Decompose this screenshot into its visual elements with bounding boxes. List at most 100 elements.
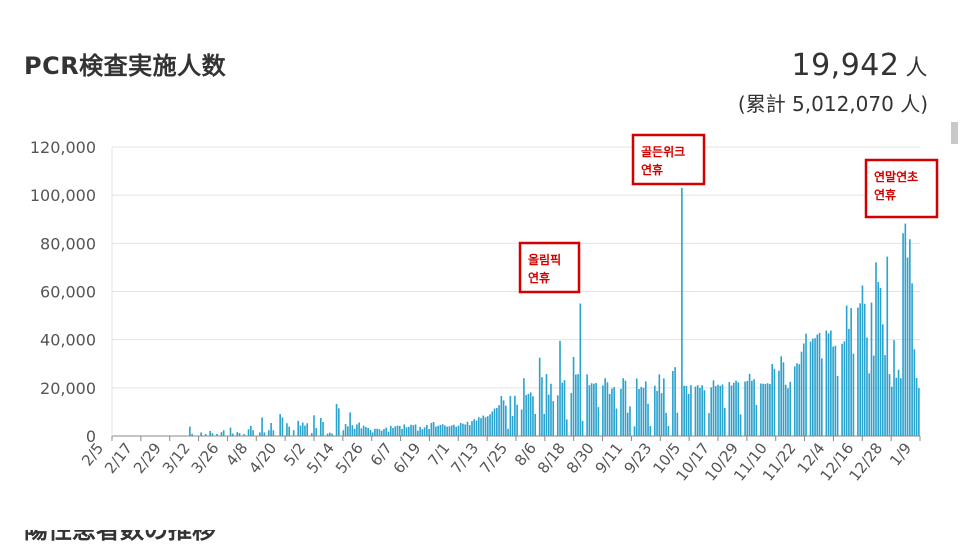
- bar: [550, 383, 552, 436]
- bar: [423, 427, 426, 436]
- bar: [342, 430, 345, 436]
- bar: [477, 417, 480, 436]
- bar: [268, 430, 270, 436]
- bar: [520, 409, 523, 436]
- bar: [331, 433, 333, 436]
- bar: [281, 417, 284, 436]
- scrollbar-track[interactable]: [948, 0, 960, 540]
- bar: [714, 386, 717, 436]
- bar: [392, 428, 394, 436]
- bar: [746, 380, 749, 436]
- bar: [360, 428, 363, 436]
- bar: [915, 377, 918, 436]
- bar: [496, 408, 498, 436]
- bar: [879, 287, 882, 436]
- bar: [717, 384, 719, 436]
- bar: [893, 340, 895, 436]
- bar: [843, 341, 846, 436]
- bar: [701, 385, 704, 436]
- bar: [236, 432, 239, 436]
- bar: [383, 429, 385, 436]
- bar: [613, 387, 615, 436]
- bar: [191, 433, 193, 436]
- y-tick-label: 0: [86, 427, 96, 446]
- bar: [502, 400, 505, 436]
- bar: [606, 382, 609, 436]
- bar: [220, 432, 223, 436]
- x-tick-label: 3/26: [188, 439, 223, 477]
- annotation-box: [864, 158, 939, 219]
- bar: [541, 377, 543, 436]
- bar: [834, 345, 837, 436]
- bar: [243, 434, 245, 436]
- x-tick-label: 8/30: [563, 439, 598, 477]
- bar: [437, 425, 439, 436]
- bar: [547, 394, 550, 436]
- bar: [732, 382, 735, 436]
- bar: [378, 429, 381, 436]
- scrollbar-thumb[interactable]: [951, 122, 958, 144]
- bar: [683, 385, 685, 436]
- bar: [532, 396, 534, 436]
- bar: [784, 384, 787, 436]
- bar: [286, 423, 288, 436]
- bar: [319, 417, 322, 436]
- bar: [694, 386, 697, 436]
- bar: [356, 424, 358, 436]
- bar: [597, 407, 600, 436]
- bar: [814, 338, 816, 436]
- bar: [787, 388, 789, 436]
- bar: [897, 369, 900, 436]
- bar: [444, 425, 446, 436]
- bar: [216, 433, 218, 436]
- bar: [811, 338, 814, 436]
- bar: [778, 370, 780, 436]
- x-tick-label: 7/13: [447, 439, 482, 477]
- bar: [367, 428, 369, 436]
- bar: [611, 388, 613, 436]
- bar: [500, 396, 503, 436]
- bar: [665, 412, 667, 436]
- bar: [473, 419, 476, 436]
- cumulative-count: (累計 5,012,070 人): [737, 92, 928, 116]
- bar: [888, 374, 891, 436]
- bar: [299, 425, 302, 436]
- bar: [249, 425, 252, 436]
- bar: [825, 330, 828, 436]
- y-tick-label: 120,000: [30, 138, 96, 157]
- bar: [349, 412, 351, 436]
- bar: [841, 343, 843, 436]
- bar: [863, 303, 866, 436]
- daily-count: 19,942 人: [792, 48, 929, 83]
- bar: [766, 383, 769, 436]
- bar: [489, 414, 491, 436]
- bar: [900, 378, 902, 436]
- bar: [189, 426, 191, 436]
- bar: [419, 426, 421, 436]
- bar: [911, 283, 913, 436]
- bar: [604, 378, 606, 436]
- daily-count-value: 19,942: [791, 48, 900, 83]
- bar: [514, 395, 516, 436]
- bar: [561, 382, 564, 436]
- bar: [374, 428, 376, 436]
- bar: [640, 386, 643, 436]
- bar: [261, 417, 263, 436]
- x-tick-label: 2/29: [130, 439, 165, 477]
- y-tick-label: 60,000: [40, 283, 96, 302]
- bar: [753, 379, 755, 436]
- bar: [448, 426, 451, 436]
- bar: [653, 385, 656, 436]
- bar: [545, 374, 548, 436]
- bar: [622, 378, 625, 436]
- bar: [861, 285, 864, 436]
- bar: [608, 393, 611, 436]
- bar: [466, 421, 469, 436]
- bar: [588, 385, 591, 436]
- bar: [687, 393, 690, 436]
- bar: [525, 395, 527, 436]
- bar: [288, 426, 290, 436]
- bar: [723, 408, 726, 436]
